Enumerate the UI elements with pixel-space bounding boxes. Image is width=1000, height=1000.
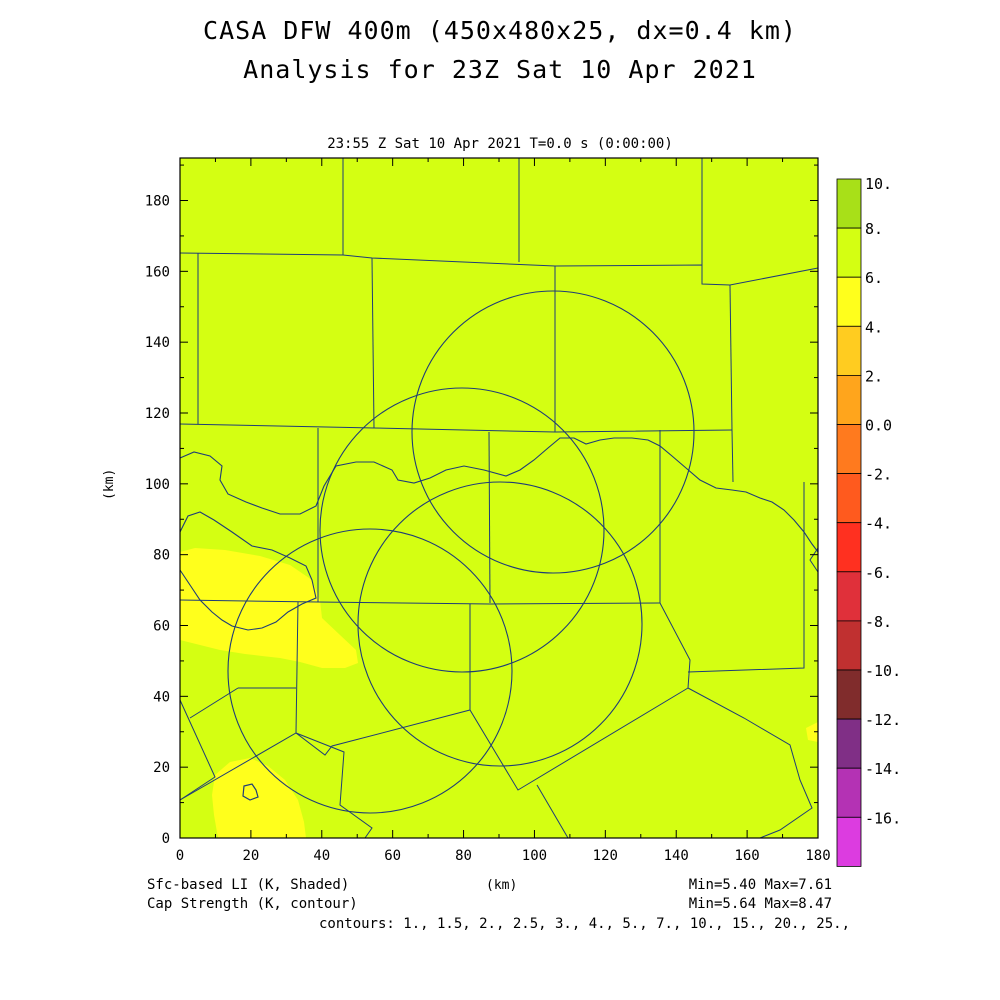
small-contour-loop — [242, 783, 259, 801]
red-river-boundary — [179, 437, 819, 553]
colorbar: 10. 8. 6. 4. 2. 0.0 -2. -4. -6. -8. -10. -12. -14. -1… — [836, 175, 901, 867]
radar-ring-southeast — [357, 481, 643, 767]
contour-field-stats: Min=5.64 Max=8.47 — [688, 896, 832, 912]
y-tick-label: 100 — [145, 477, 170, 493]
x-tick-label: 20 — [242, 848, 259, 864]
y-tick-label: 60 — [153, 619, 170, 635]
y-axis-ticks: 0 20 40 60 80 100 120 140 160 180 — [145, 164, 818, 847]
x-tick-label: 40 — [313, 848, 330, 864]
x-tick-label: 80 — [455, 848, 472, 864]
colorbar-swatch — [836, 473, 862, 524]
li-shaded-regions — [180, 548, 818, 838]
colorbar-label: -8. — [865, 613, 892, 631]
figure-title-line2: Analysis for 23Z Sat 10 Apr 2021 — [243, 55, 757, 84]
x-tick-label: 140 — [664, 848, 689, 864]
colorbar-swatch — [836, 374, 862, 425]
x-tick-label: 160 — [734, 848, 759, 864]
colorbar-label: 4. — [865, 318, 883, 336]
colorbar-swatch — [836, 522, 862, 573]
county-boundaries — [179, 158, 819, 839]
y-tick-label: 0 — [162, 831, 170, 847]
x-tick-label: 180 — [805, 848, 830, 864]
y-tick-label: 40 — [153, 689, 170, 705]
colorbar-label: 0.0 — [865, 417, 892, 435]
y-tick-label: 120 — [145, 406, 170, 422]
colorbar-label: -6. — [865, 564, 892, 582]
colorbar-swatch — [836, 816, 862, 867]
shaded-field-stats: Min=5.40 Max=7.61 — [688, 877, 832, 893]
y-tick-label: 160 — [145, 264, 170, 280]
colorbar-label: -14. — [865, 760, 901, 778]
yellow-region-west — [180, 548, 358, 668]
colorbar-label: 8. — [865, 220, 883, 238]
x-tick-label: 100 — [522, 848, 547, 864]
radar-ring-north — [319, 387, 605, 673]
yellow-region-east — [806, 722, 818, 742]
radar-ring-southwest — [227, 528, 513, 814]
colorbar-label: -12. — [865, 711, 901, 729]
colorbar-label: 2. — [865, 367, 883, 385]
colorbar-swatch — [836, 620, 862, 671]
colorbar-label: -10. — [865, 662, 901, 680]
x-tick-label: 60 — [384, 848, 401, 864]
colorbar-label: -4. — [865, 515, 892, 533]
x-tick-label: 0 — [176, 848, 184, 864]
colorbar-label: -2. — [865, 466, 892, 484]
colorbar-swatch — [836, 424, 862, 474]
y-tick-label: 140 — [145, 335, 170, 351]
x-tick-label: 120 — [593, 848, 618, 864]
radar-range-rings — [227, 290, 695, 814]
colorbar-swatch — [836, 276, 862, 327]
y-tick-label: 180 — [145, 194, 170, 210]
colorbar-swatch — [836, 227, 862, 278]
map-background — [180, 158, 818, 838]
contour-field-label: Cap Strength (K, contour) — [147, 896, 358, 912]
shaded-field-label: Sfc-based LI (K, Shaded) — [147, 877, 350, 893]
y-axis-title: (km) — [102, 468, 117, 500]
colorbar-swatch — [836, 178, 862, 229]
colorbar-swatch — [836, 571, 862, 622]
colorbar-label: 10. — [865, 175, 892, 193]
colorbar-swatch — [836, 325, 862, 376]
y-tick-label: 80 — [153, 548, 170, 564]
contour-levels-list: contours: 1., 1.5, 2., 2.5, 3., 4., 5., … — [318, 916, 850, 932]
x-axis-title: (km) — [486, 878, 518, 893]
x-axis-ticks: 0 20 40 60 80 100 120 140 160 180 — [176, 158, 831, 864]
colorbar-swatch — [836, 767, 862, 818]
colorbar-swatch — [836, 718, 862, 769]
colorbar-label: 6. — [865, 269, 883, 287]
river-lower-branch — [179, 511, 317, 631]
y-tick-label: 20 — [153, 760, 170, 776]
figure-title-line1: CASA DFW 400m (450x480x25, dx=0.4 km) — [203, 16, 797, 45]
valid-time-label: 23:55 Z Sat 10 Apr 2021 T=0.0 s (0:00:00… — [327, 136, 673, 152]
yellow-region-southwest — [212, 758, 306, 838]
colorbar-label: -16. — [865, 809, 901, 827]
colorbar-swatch — [836, 669, 862, 720]
radar-ring-northeast — [411, 290, 695, 574]
